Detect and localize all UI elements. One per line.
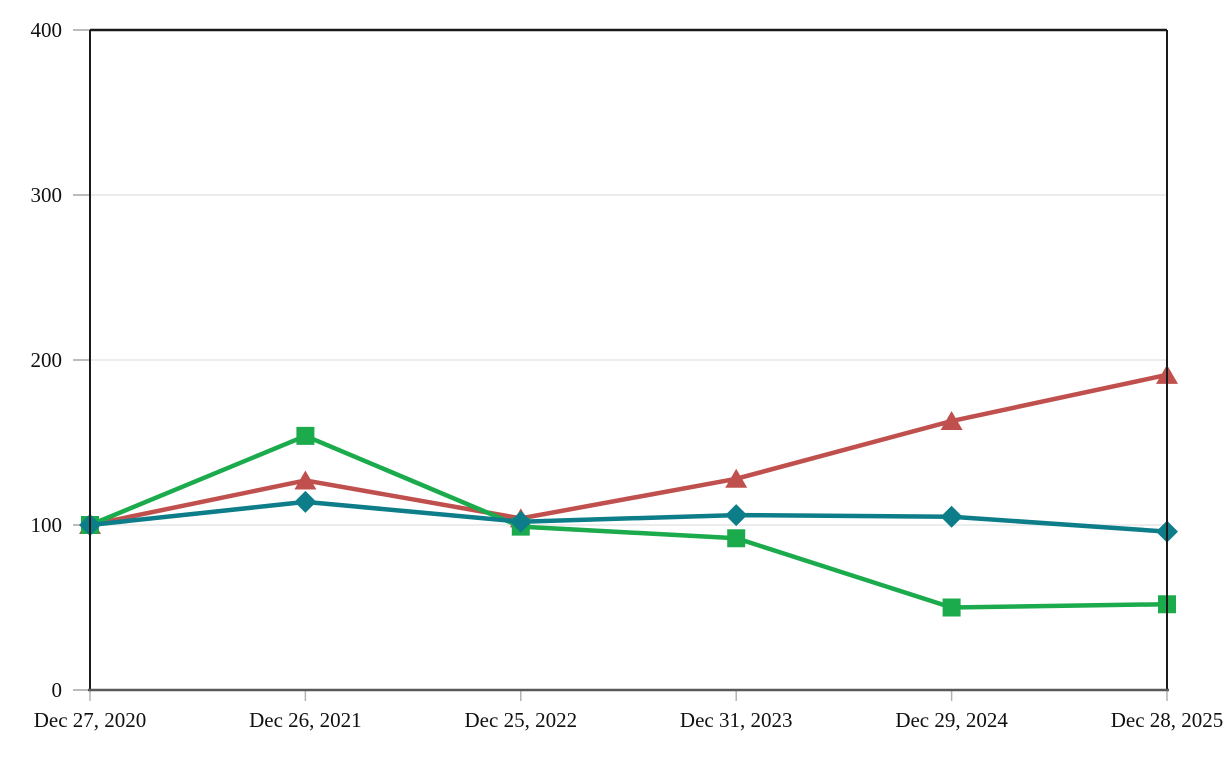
x-axis-label: Dec 27, 2020 <box>34 708 147 732</box>
y-axis-label: 400 <box>31 18 63 42</box>
x-axis-label: Dec 25, 2022 <box>465 708 578 732</box>
teal-diamond-series-line <box>87 499 1170 534</box>
x-axis-label: Dec 29, 2024 <box>895 708 1008 732</box>
teal-diamond-series-marker-diamond <box>940 505 963 528</box>
y-axis-label: 0 <box>52 678 63 702</box>
x-axis-label: Dec 28, 2025 <box>1111 708 1224 732</box>
red-triangle-series-line <box>87 372 1170 528</box>
red-triangle-series-marker-triangle <box>294 470 317 490</box>
y-axis-label: 200 <box>31 348 63 372</box>
red-triangle-series-marker-triangle <box>725 468 748 488</box>
teal-diamond-series-marker-diamond <box>725 504 748 527</box>
green-square-series-marker-square <box>727 529 746 548</box>
green-square-series-line <box>87 433 1170 610</box>
green-square-series-marker-square <box>942 598 961 617</box>
teal-diamond-series-marker-diamond <box>509 510 532 533</box>
x-axis-label: Dec 31, 2023 <box>680 708 793 732</box>
y-axis-label: 300 <box>31 183 63 207</box>
y-axis-label: 100 <box>31 513 63 537</box>
green-square-series-marker-square <box>296 426 315 445</box>
x-axis-label: Dec 26, 2021 <box>249 708 362 732</box>
red-triangle-series-marker-triangle <box>940 411 963 431</box>
teal-diamond-series-marker-diamond <box>294 490 317 513</box>
